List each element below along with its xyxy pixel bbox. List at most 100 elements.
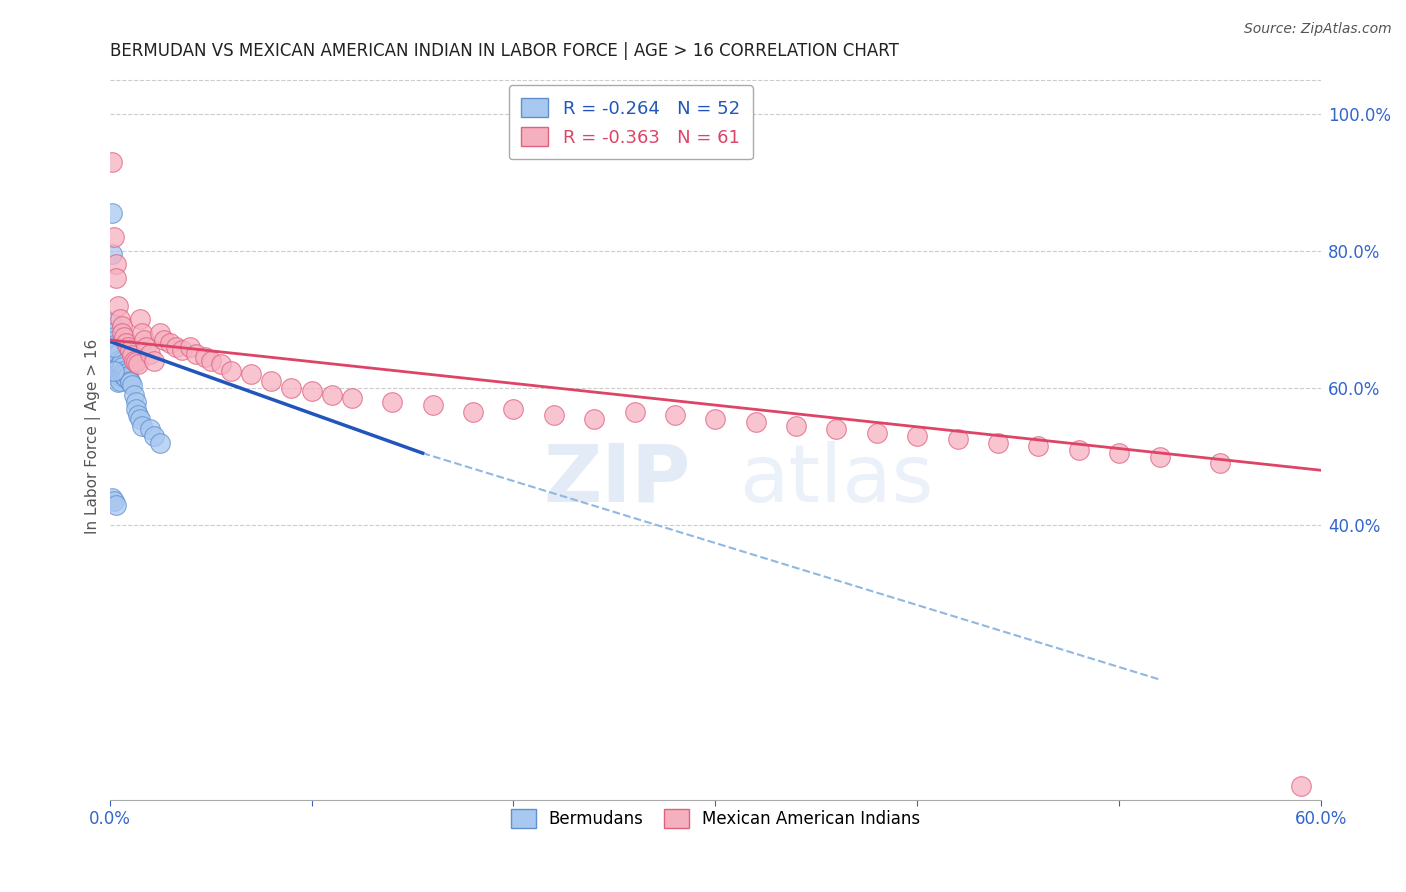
Point bbox=[104, 353, 127, 368]
Point bbox=[104, 359, 127, 373]
Point bbox=[103, 494, 125, 508]
Point bbox=[100, 333, 122, 347]
Point bbox=[125, 401, 148, 416]
Point bbox=[103, 334, 125, 349]
Point bbox=[461, 405, 484, 419]
Point bbox=[104, 258, 127, 272]
Point bbox=[745, 415, 768, 429]
Point bbox=[100, 247, 122, 261]
Point bbox=[149, 435, 172, 450]
Point bbox=[987, 435, 1010, 450]
Point bbox=[583, 412, 606, 426]
Point bbox=[125, 355, 148, 369]
Y-axis label: In Labor Force | Age > 16: In Labor Force | Age > 16 bbox=[86, 338, 101, 533]
Point bbox=[139, 422, 162, 436]
Point bbox=[866, 425, 889, 440]
Point bbox=[118, 376, 141, 390]
Point bbox=[905, 429, 928, 443]
Point bbox=[103, 348, 125, 362]
Text: BERMUDAN VS MEXICAN AMERICAN INDIAN IN LABOR FORCE | AGE > 16 CORRELATION CHART: BERMUDAN VS MEXICAN AMERICAN INDIAN IN L… bbox=[110, 42, 898, 60]
Point bbox=[108, 357, 131, 371]
Point bbox=[114, 370, 136, 384]
Point bbox=[118, 374, 141, 388]
Point bbox=[1028, 439, 1050, 453]
Point bbox=[104, 348, 127, 362]
Point bbox=[107, 366, 129, 380]
Point bbox=[132, 333, 155, 347]
Point bbox=[1149, 450, 1171, 464]
Point bbox=[107, 370, 129, 384]
Point bbox=[704, 412, 727, 426]
Point bbox=[104, 357, 127, 371]
Point bbox=[112, 329, 135, 343]
Point bbox=[103, 364, 125, 378]
Point bbox=[186, 346, 208, 360]
Point bbox=[107, 346, 129, 360]
Point bbox=[107, 376, 129, 390]
Point bbox=[121, 348, 143, 362]
Point bbox=[111, 360, 134, 375]
Point bbox=[1067, 442, 1090, 457]
Point bbox=[159, 336, 181, 351]
Text: ZIP: ZIP bbox=[544, 441, 692, 518]
Point bbox=[340, 391, 363, 405]
Point bbox=[280, 381, 302, 395]
Point bbox=[108, 368, 131, 383]
Point bbox=[139, 346, 162, 360]
Point bbox=[103, 340, 125, 354]
Point bbox=[103, 343, 125, 358]
Point bbox=[381, 394, 404, 409]
Point bbox=[946, 433, 969, 447]
Point bbox=[219, 364, 242, 378]
Legend: Bermudans, Mexican American Indians: Bermudans, Mexican American Indians bbox=[503, 803, 927, 835]
Point bbox=[149, 326, 172, 340]
Point bbox=[100, 326, 122, 340]
Point bbox=[193, 350, 215, 364]
Point bbox=[104, 361, 127, 376]
Point bbox=[111, 326, 134, 340]
Point bbox=[129, 412, 152, 426]
Point bbox=[107, 299, 129, 313]
Text: atlas: atlas bbox=[740, 441, 934, 518]
Point bbox=[111, 319, 134, 334]
Point bbox=[117, 340, 139, 354]
Point bbox=[623, 405, 645, 419]
Point bbox=[143, 353, 166, 368]
Point bbox=[103, 338, 125, 352]
Point bbox=[1289, 779, 1312, 793]
Point bbox=[165, 340, 187, 354]
Text: Source: ZipAtlas.com: Source: ZipAtlas.com bbox=[1244, 22, 1392, 37]
Point bbox=[785, 418, 807, 433]
Point bbox=[117, 368, 139, 383]
Point bbox=[422, 398, 444, 412]
Point bbox=[543, 409, 565, 423]
Point bbox=[112, 368, 135, 383]
Point bbox=[301, 384, 323, 399]
Point bbox=[122, 353, 145, 368]
Point bbox=[260, 374, 283, 388]
Point bbox=[108, 374, 131, 388]
Point bbox=[129, 312, 152, 326]
Point bbox=[143, 429, 166, 443]
Point bbox=[825, 422, 848, 436]
Point bbox=[104, 364, 127, 378]
Point bbox=[127, 409, 149, 423]
Point bbox=[112, 364, 135, 378]
Point bbox=[127, 357, 149, 371]
Point bbox=[100, 491, 122, 505]
Point bbox=[107, 353, 129, 368]
Point bbox=[103, 329, 125, 343]
Point bbox=[131, 418, 153, 433]
Point bbox=[118, 343, 141, 358]
Point bbox=[502, 401, 524, 416]
Point bbox=[121, 377, 143, 392]
Point bbox=[111, 368, 134, 382]
Point bbox=[131, 326, 153, 340]
Point bbox=[135, 340, 157, 354]
Point bbox=[100, 316, 122, 330]
Point bbox=[179, 340, 201, 354]
Point bbox=[100, 206, 122, 220]
Point bbox=[103, 230, 125, 244]
Point bbox=[114, 336, 136, 351]
Point bbox=[107, 360, 129, 375]
